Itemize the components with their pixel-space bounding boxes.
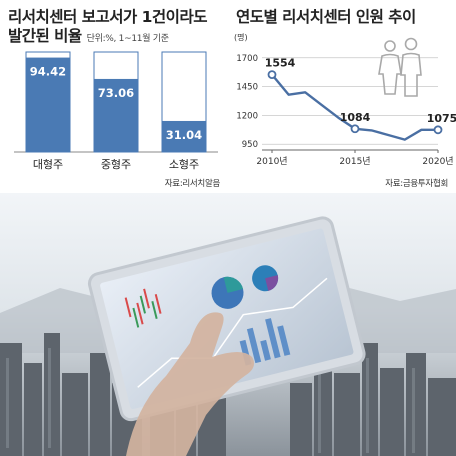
ratio-title-line2-row: 발간된 비율 단위:%, 1~11월 기준: [8, 27, 207, 49]
line-point: [350, 124, 360, 134]
y-tick-label: 1700: [236, 54, 258, 64]
bar-value-label: 73.06: [98, 86, 134, 100]
point-value-label: 1554: [265, 57, 296, 70]
staff-panel: 연도별 리서치센터 인원 추이 (명) 950 1200 1450 1700 2010년 2…: [228, 0, 456, 193]
bar: [26, 57, 70, 152]
line-point: [433, 125, 443, 135]
staff-source: 자료:금융투자협회: [385, 179, 448, 189]
y-tick-label: 1450: [236, 83, 258, 93]
staff-line-chart: (명) 950 1200 1450 1700 2010년 2015년 2020년 1554 108…: [234, 32, 456, 167]
point-value-label: 1084: [340, 111, 371, 124]
point-value-label: 1075: [427, 112, 456, 125]
bar: [162, 120, 206, 152]
y-tick-label: 1200: [236, 111, 258, 121]
bar: [94, 78, 138, 152]
ratio-title-line2: 발간된 비율: [8, 27, 82, 45]
x-tick-label: 2010년: [256, 156, 287, 167]
line-point: [267, 70, 277, 79]
y-tick-label: 950: [242, 140, 258, 150]
bar-value-label: 94.42: [30, 65, 66, 79]
bar-category-label: 대형주: [33, 158, 63, 171]
ratio-chart-title: 리서치센터 보고서가 1건이라도 발간된 비율 단위:%, 1~11월 기준: [8, 8, 207, 49]
ratio-unit-label: 단위:%, 1~11월 기준: [86, 34, 169, 44]
staff-chart-title: 연도별 리서치센터 인원 추이: [236, 8, 416, 26]
y-unit-label: (명): [234, 32, 248, 42]
bar-value-label: 31.04: [166, 128, 202, 142]
x-tick-label: 2020년: [422, 156, 453, 167]
bar-category-label: 중형주: [101, 158, 131, 171]
ratio-bar-chart: 94.42 대형주 73.06 중형주 31.04 소형주: [14, 51, 218, 171]
ratio-title-line1: 리서치센터 보고서가 1건이라도: [8, 8, 207, 26]
bar-category-label: 소형주: [169, 158, 199, 171]
x-tick-label: 2015년: [339, 156, 370, 167]
ratio-panel: 리서치센터 보고서가 1건이라도 발간된 비율 단위:%, 1~11월 기준 9…: [0, 0, 228, 193]
tablet-city-photo: [0, 193, 456, 456]
photo-illustration: [0, 193, 456, 456]
ratio-source: 자료:리서치알음: [164, 179, 221, 189]
